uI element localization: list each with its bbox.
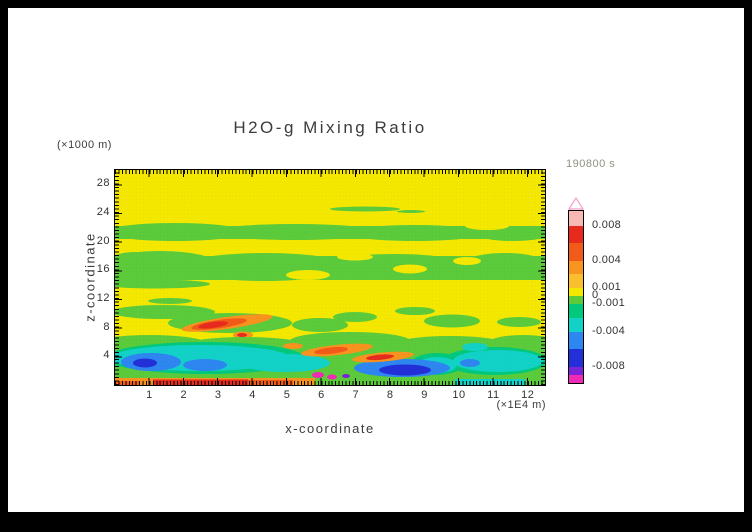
y-tick-labels: 4 8 12 16 20 24 28: [80, 170, 110, 387]
colorbar-overrange-arrow-icon: [568, 197, 584, 210]
colorbar-label: -0.008: [592, 359, 625, 372]
colorbar-cell: [569, 349, 583, 367]
x-axis-title: x-coordinate: [285, 421, 375, 436]
x-tick-label: 7: [352, 389, 360, 401]
colorbar-label: 0.001: [592, 280, 622, 293]
colorbar-label: -0.001: [592, 296, 625, 309]
contour-field: [115, 170, 545, 385]
x-major-ticks-top: [115, 170, 545, 177]
x-tick-label: 5: [283, 389, 291, 401]
colorbar-cell: [569, 374, 583, 383]
colorbar-cell: [569, 211, 583, 226]
timestamp-label: 190800 s: [566, 158, 616, 170]
colorbar-cell: [569, 274, 583, 288]
plot-title: H2O-g Mixing Ratio: [233, 118, 427, 137]
x-tick-label: 12: [521, 389, 535, 401]
x-major-ticks-bottom: [115, 378, 545, 385]
colorbar-cell: [569, 366, 583, 375]
y-tick-label: 28: [96, 177, 110, 190]
colorbar-cell: [569, 331, 583, 349]
x-tick-label: 10: [452, 389, 466, 401]
plot-canvas: (×1000 m) H2O-g Mixing Ratio 190800 s: [8, 8, 744, 512]
y-tick-label: 16: [96, 263, 110, 276]
y-tick-label: 12: [96, 292, 110, 304]
colorbar-cell: [569, 295, 583, 304]
colorbar-cell: [569, 260, 583, 274]
x-tick-label: 11: [487, 389, 500, 401]
x-tick-labels: 1 2 3 4 5 6 7 8 9 10 11 12: [115, 389, 545, 405]
y-major-ticks-right: [538, 170, 545, 385]
y-tick-label: 4: [103, 349, 110, 362]
y-tick-label: 24: [96, 206, 110, 218]
x-tick-label: 9: [421, 389, 428, 401]
y-unit-label: (×1000 m): [57, 139, 112, 151]
x-tick-label: 6: [318, 389, 325, 401]
minor-grid-dots: [115, 170, 545, 385]
x-tick-label: 1: [146, 389, 153, 401]
x-unit-label: (×1E4 m): [496, 399, 546, 411]
x-tick-label: 3: [214, 389, 222, 401]
y-tick-label: 20: [96, 234, 110, 247]
y-major-ticks-left: [115, 170, 122, 385]
y-tick-label: 8: [103, 320, 110, 333]
x-tick-label: 4: [249, 389, 256, 401]
colorbar-cells: [568, 210, 584, 384]
colorbar-cell: [569, 287, 583, 296]
colorbar-label: 0: [592, 288, 599, 301]
colorbar: 0.008 0.004 0.001 0 -0.001 -0.004 -0.008: [568, 197, 658, 384]
colorbar-label: -0.004: [592, 324, 625, 337]
x-tick-label: 2: [180, 389, 188, 401]
colorbar-cell: [569, 243, 583, 261]
plot-area: [114, 169, 546, 386]
colorbar-label: 0.008: [592, 218, 622, 231]
colorbar-cell: [569, 317, 583, 332]
colorbar-label: 0.004: [592, 253, 622, 266]
x-tick-label: 8: [386, 389, 394, 401]
colorbar-cell: [569, 225, 583, 243]
colorbar-cell: [569, 303, 583, 318]
y-axis-title: z-coordinate: [82, 232, 98, 322]
